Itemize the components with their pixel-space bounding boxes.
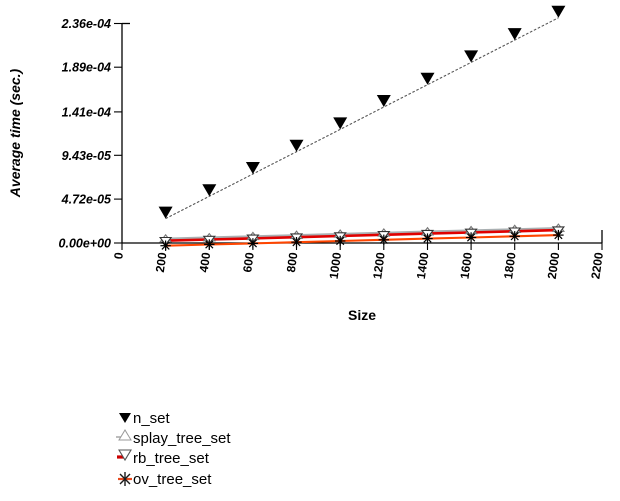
svg-text:200: 200 [153, 251, 170, 273]
svg-text:1.41e-04: 1.41e-04 [62, 105, 111, 119]
svg-text:splay_tree_set: splay_tree_set [133, 430, 231, 447]
svg-text:n_set: n_set [133, 410, 171, 427]
svg-text:2.36e-04: 2.36e-04 [61, 17, 111, 31]
svg-text:Size: Size [348, 307, 376, 323]
svg-text:rb_tree_set: rb_tree_set [133, 450, 210, 467]
svg-text:400: 400 [197, 251, 214, 273]
svg-text:4.72e-05: 4.72e-05 [61, 193, 112, 207]
svg-text:600: 600 [240, 251, 257, 273]
svg-text:ov_tree_set: ov_tree_set [133, 471, 212, 488]
svg-text:0.00e+00: 0.00e+00 [59, 237, 112, 251]
svg-text:800: 800 [284, 251, 301, 273]
svg-text:9.43e-05: 9.43e-05 [62, 149, 112, 163]
svg-text:Average time (sec.): Average time (sec.) [7, 68, 23, 198]
svg-text:1.89e-04: 1.89e-04 [62, 61, 111, 75]
